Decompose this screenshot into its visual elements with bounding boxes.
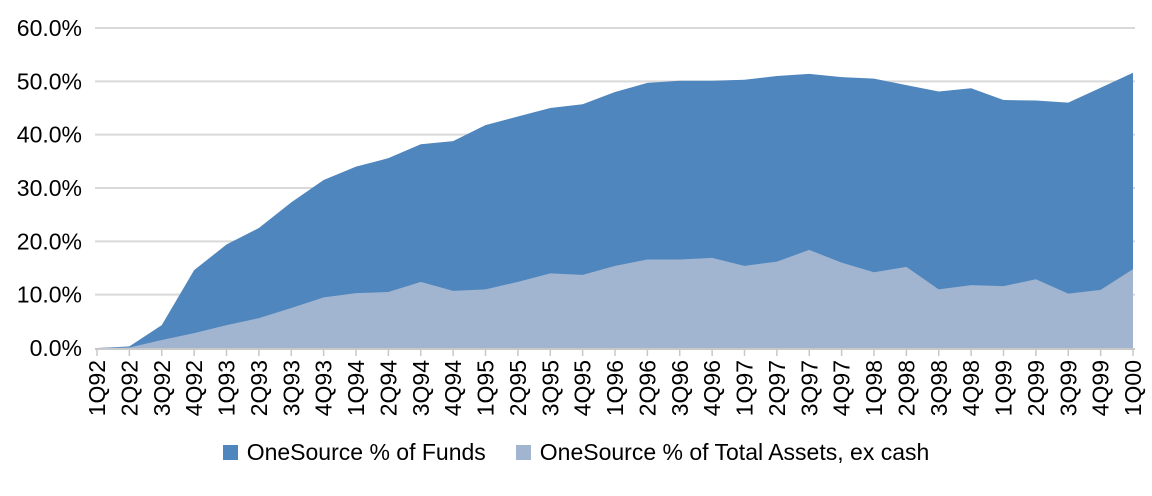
x-axis-label: 4Q97 [829, 360, 855, 416]
x-axis-label: 2Q92 [116, 360, 142, 416]
x-axis-label: 4Q99 [1088, 360, 1114, 416]
x-axis-label: 2Q95 [505, 360, 531, 416]
legend-item-funds: OneSource % of Funds [222, 438, 486, 466]
x-axis-label: 1Q97 [732, 360, 758, 416]
x-axis-label: 3Q95 [537, 360, 563, 416]
x-axis-label: 3Q98 [926, 360, 952, 416]
legend-item-assets: OneSource % of Total Assets, ex cash [515, 438, 930, 466]
funds-series-swatch-icon [222, 444, 238, 460]
x-axis-label: 4Q93 [311, 360, 337, 416]
y-axis-label: 10.0% [17, 282, 82, 308]
x-axis-label: 1Q93 [214, 360, 240, 416]
assets-area-series [97, 249, 1133, 348]
x-axis-label: 2Q96 [634, 360, 660, 416]
x-axis-label: 3Q94 [408, 360, 434, 416]
x-axis-label: 2Q98 [893, 360, 919, 416]
x-axis-label: 1Q92 [84, 360, 110, 416]
x-axis-label: 3Q92 [149, 360, 175, 416]
x-axis-label: 4Q94 [440, 360, 466, 416]
x-axis-label: 4Q96 [699, 360, 725, 416]
chart-legend: OneSource % of Funds OneSource % of Tota… [0, 436, 1152, 468]
x-axis-label: 3Q97 [796, 360, 822, 416]
x-axis-label: 1Q95 [473, 360, 499, 416]
legend-label-funds: OneSource % of Funds [246, 438, 486, 465]
x-axis-label: 4Q92 [181, 360, 207, 416]
x-axis-label: 2Q99 [1023, 360, 1049, 416]
chart-plot-area: 0.0%10.0%20.0%30.0%40.0%50.0%60.0%1Q92 2Q… [17, 15, 1146, 416]
x-axis-label: 1Q99 [991, 360, 1017, 416]
y-axis-label: 40.0% [17, 122, 82, 148]
x-axis-label: 2Q97 [764, 360, 790, 416]
x-axis-label: 1Q96 [602, 360, 628, 416]
assets-series-swatch-icon [515, 444, 531, 460]
x-axis-label: 3Q93 [278, 360, 304, 416]
x-axis-label: 1Q00 [1120, 360, 1146, 416]
x-axis-label: 4Q98 [958, 360, 984, 416]
x-axis-label: 1Q98 [861, 360, 887, 416]
area-chart: 0.0% 10.0% 20.0% 30.0% 40.0% 50.0% 60.0% 1Q92 2Q… [17, 15, 1146, 416]
x-axis-label: 1Q94 [343, 360, 369, 416]
x-axis-label: 2Q93 [246, 360, 272, 416]
y-axis-label: 60.0% [17, 15, 82, 41]
y-axis-label: 50.0% [17, 68, 82, 94]
legend-label-assets: OneSource % of Total Assets, ex cash [539, 438, 930, 465]
y-axis-label: 30.0% [17, 175, 82, 201]
y-axis-label: 0.0% [30, 335, 82, 361]
x-axis-label: 3Q99 [1055, 360, 1081, 416]
y-axis-label: 20.0% [17, 228, 82, 254]
x-axis-label: 3Q96 [667, 360, 693, 416]
x-axis-label: 2Q94 [375, 360, 401, 416]
x-axis-label: 4Q95 [570, 360, 596, 416]
